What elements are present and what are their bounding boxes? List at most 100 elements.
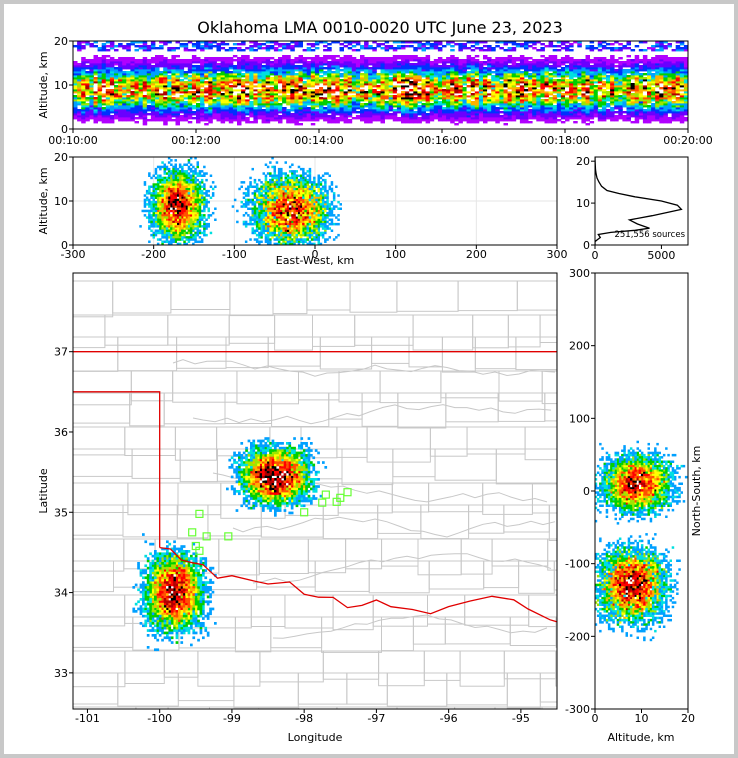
time-height-cell <box>343 109 349 112</box>
time-height-cell <box>499 47 504 50</box>
time-height-cell <box>306 69 312 72</box>
time-height-cell <box>372 85 377 88</box>
time-height-cell <box>339 117 344 120</box>
time-height-cell <box>257 77 262 80</box>
time-height-cell <box>544 73 549 76</box>
time-height-cell <box>437 111 443 114</box>
time-height-cell <box>314 77 320 80</box>
time-height-cell <box>458 79 463 82</box>
time-height-cell <box>585 101 590 104</box>
time-height-cell <box>503 81 508 84</box>
time-height-cell <box>183 47 189 50</box>
time-height-cell <box>273 97 279 100</box>
time-height-cell <box>597 95 603 98</box>
time-height-cell <box>577 109 582 112</box>
time-height-cell <box>310 107 316 110</box>
time-height-cell <box>610 81 615 84</box>
time-height-cell <box>507 75 513 78</box>
time-height-cell <box>544 113 549 116</box>
time-height-cell <box>109 43 115 46</box>
time-height-cell <box>499 93 504 96</box>
time-height-cell <box>134 83 139 86</box>
time-height-cell <box>224 65 230 68</box>
time-height-cell <box>577 111 582 114</box>
time-height-cell <box>118 101 123 104</box>
time-height-cell <box>519 105 525 108</box>
time-height-cell <box>495 89 500 92</box>
time-height-cell <box>565 55 570 58</box>
time-height-cell <box>159 101 164 104</box>
time-height-cell <box>536 61 541 64</box>
time-height-cell <box>122 113 127 116</box>
time-height-cell <box>421 47 426 50</box>
time-height-cell <box>593 71 599 74</box>
time-height-cell <box>540 73 545 76</box>
time-height-cell <box>659 67 664 70</box>
time-height-cell <box>335 89 340 92</box>
time-height-cell <box>511 41 517 44</box>
time-height-cell <box>655 61 660 64</box>
time-height-cell <box>167 79 172 82</box>
time-height-cell <box>220 47 226 50</box>
time-height-cell <box>171 99 176 102</box>
time-height-cell <box>93 101 98 104</box>
time-height-cell <box>183 103 189 106</box>
time-height-cell <box>573 107 578 110</box>
time-height-cell <box>446 73 451 76</box>
time-height-cell <box>683 97 688 100</box>
time-height-cell <box>339 95 344 98</box>
time-height-cell <box>105 55 111 58</box>
time-height-cell <box>610 71 615 74</box>
time-height-cell <box>565 109 570 112</box>
time-height-cell <box>429 77 435 80</box>
time-height-cell <box>245 113 250 116</box>
time-height-cell <box>368 59 373 62</box>
time-height-cell <box>409 75 414 78</box>
time-height-cell <box>499 57 504 60</box>
time-height-cell <box>93 103 98 106</box>
time-height-cell <box>265 83 271 86</box>
time-height-cell <box>179 101 185 104</box>
time-height-cell <box>589 97 595 100</box>
time-height-cell <box>200 47 205 50</box>
time-height-cell <box>368 83 373 86</box>
time-height-cell <box>409 89 414 92</box>
time-height-cell <box>503 113 508 116</box>
time-height-cell <box>134 61 139 64</box>
time-height-cell <box>163 65 168 68</box>
time-height-cell <box>610 107 615 110</box>
time-height-cell <box>634 107 640 110</box>
time-height-cell <box>487 99 492 102</box>
time-height-cell <box>130 119 135 122</box>
time-height-cell <box>380 57 385 60</box>
time-height-cell <box>597 111 603 114</box>
time-height-cell <box>634 69 640 72</box>
time-height-cell <box>163 59 168 62</box>
time-height-cell <box>220 119 226 122</box>
time-height-cell <box>569 107 574 110</box>
time-height-cell <box>265 71 271 74</box>
time-height-cell <box>306 89 312 92</box>
time-height-cell <box>175 65 180 68</box>
time-height-cell <box>335 59 340 62</box>
time-height-cell <box>220 95 226 98</box>
time-height-cell <box>273 103 279 106</box>
time-height-cell <box>196 103 201 106</box>
time-height-cell <box>552 57 558 60</box>
time-height-cell <box>552 99 558 102</box>
time-height-cell <box>179 71 185 74</box>
time-height-cell <box>601 71 607 74</box>
time-height-cell <box>626 115 631 118</box>
time-height-cell <box>101 99 107 102</box>
time-height-cell <box>237 65 242 68</box>
time-height-cell <box>458 47 463 50</box>
time-height-cell <box>372 101 377 104</box>
time-height-cell <box>245 103 250 106</box>
time-height-cell <box>126 105 131 108</box>
time-height-cell <box>232 119 238 122</box>
time-height-cell <box>73 85 78 88</box>
time-height-cell <box>245 85 250 88</box>
time-height-cell <box>175 107 180 110</box>
time-height-cell <box>679 87 685 90</box>
time-height-cell <box>343 77 349 80</box>
